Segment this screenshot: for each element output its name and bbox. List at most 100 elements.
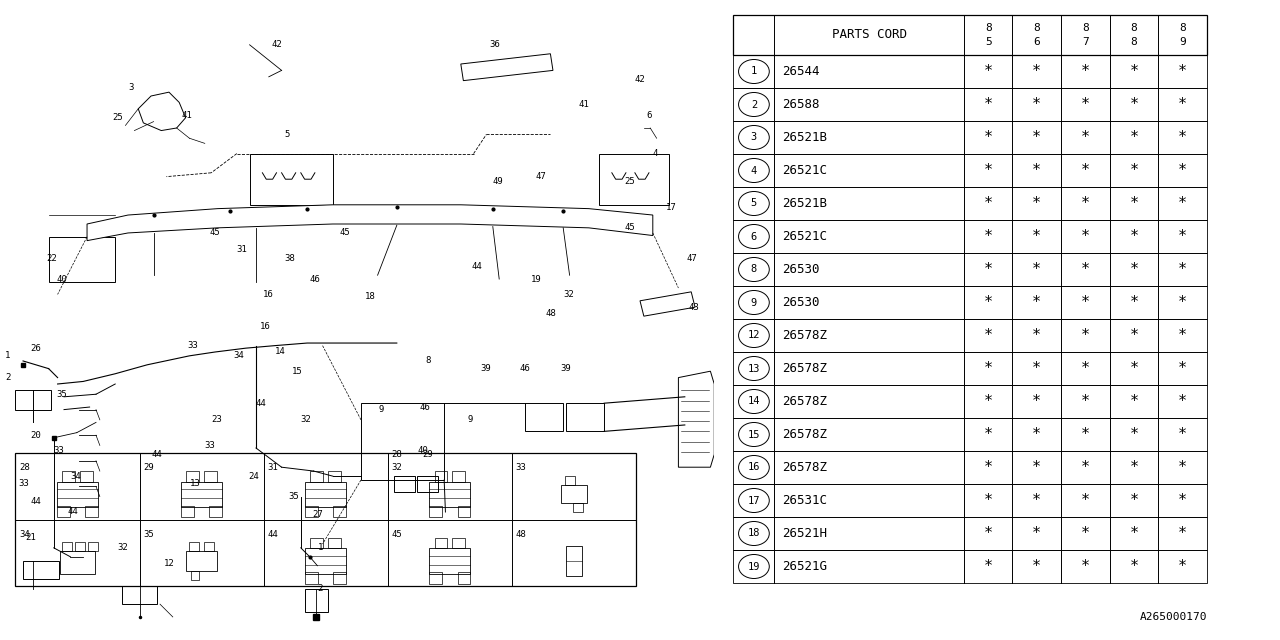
Text: 15: 15	[748, 429, 760, 440]
Bar	[87, 541, 99, 550]
Text: 40: 40	[417, 446, 428, 455]
Bar	[361, 403, 444, 480]
Polygon shape	[678, 371, 714, 467]
Text: *: *	[1129, 163, 1139, 178]
Text: 8: 8	[751, 264, 756, 275]
Bar	[79, 471, 92, 481]
Bar	[61, 471, 74, 481]
Bar	[210, 506, 223, 517]
Text: 24: 24	[248, 472, 259, 481]
Circle shape	[739, 291, 769, 314]
Text: 45: 45	[210, 228, 220, 237]
Bar	[182, 481, 223, 507]
Text: *: *	[1129, 394, 1139, 409]
Text: 8: 8	[984, 23, 992, 33]
Bar	[61, 541, 72, 550]
Text: *: *	[1129, 559, 1139, 574]
Text: *: *	[1032, 493, 1042, 508]
Text: *: *	[1129, 97, 1139, 112]
Text: PARTS CORD: PARTS CORD	[832, 29, 906, 42]
Text: 44: 44	[268, 530, 278, 539]
Text: *: *	[1129, 427, 1139, 442]
Bar	[58, 481, 99, 507]
Text: *: *	[1178, 196, 1188, 211]
Text: *: *	[983, 493, 993, 508]
Bar	[74, 541, 84, 550]
Text: *: *	[1129, 328, 1139, 343]
Bar	[430, 481, 471, 507]
Text: *: *	[1080, 361, 1091, 376]
Text: *: *	[1080, 97, 1091, 112]
Bar	[23, 561, 59, 579]
Text: *: *	[1080, 163, 1091, 178]
Text: 15: 15	[292, 367, 302, 376]
Text: *: *	[1178, 64, 1188, 79]
Text: 36: 36	[489, 40, 499, 49]
Text: *: *	[1080, 196, 1091, 211]
Bar	[733, 253, 1207, 286]
Bar	[733, 319, 1207, 352]
Text: *: *	[1032, 229, 1042, 244]
Text: *: *	[1080, 559, 1091, 574]
Text: 48: 48	[545, 309, 556, 318]
Text: 38: 38	[284, 254, 294, 263]
Circle shape	[739, 257, 769, 282]
Text: *: *	[1080, 130, 1091, 145]
Text: 3: 3	[751, 132, 756, 143]
Text: 8: 8	[1130, 23, 1138, 33]
Text: *: *	[1032, 97, 1042, 112]
Text: 4: 4	[653, 149, 658, 158]
Bar	[733, 352, 1207, 385]
Bar	[49, 237, 115, 282]
Bar	[311, 471, 324, 481]
Circle shape	[739, 456, 769, 479]
Text: 25: 25	[113, 113, 123, 122]
Text: 19: 19	[748, 561, 760, 572]
Text: *: *	[1129, 196, 1139, 211]
Text: *: *	[1178, 295, 1188, 310]
Text: *: *	[983, 196, 993, 211]
Bar	[306, 548, 346, 573]
Text: 34: 34	[233, 351, 243, 360]
Text: *: *	[1032, 526, 1042, 541]
Text: *: *	[1032, 262, 1042, 277]
Text: *: *	[983, 361, 993, 376]
Bar	[599, 154, 669, 205]
Bar	[189, 541, 200, 550]
Text: 32: 32	[118, 543, 128, 552]
Text: *: *	[1080, 427, 1091, 442]
Circle shape	[739, 60, 769, 83]
Text: A265000170: A265000170	[1139, 612, 1207, 622]
Text: 16: 16	[260, 322, 270, 331]
Text: 4: 4	[751, 166, 756, 175]
Text: 26521B: 26521B	[782, 131, 827, 144]
Text: 26531C: 26531C	[782, 494, 827, 507]
Text: *: *	[1178, 229, 1188, 244]
Text: 28: 28	[19, 463, 29, 472]
Text: *: *	[1129, 130, 1139, 145]
Text: 26521H: 26521H	[782, 527, 827, 540]
Text: 46: 46	[420, 403, 430, 412]
Bar	[435, 538, 448, 548]
Bar	[733, 154, 1207, 187]
Bar	[733, 220, 1207, 253]
Text: 40: 40	[56, 275, 67, 284]
Text: 14: 14	[275, 348, 285, 356]
Text: 33: 33	[205, 441, 215, 450]
Text: 34: 34	[19, 530, 29, 539]
Text: 33: 33	[18, 479, 28, 488]
Text: 45: 45	[339, 228, 349, 237]
Bar	[435, 471, 448, 481]
Text: 2: 2	[751, 99, 756, 109]
Text: *: *	[1178, 361, 1188, 376]
Bar	[453, 538, 466, 548]
Text: 46: 46	[520, 364, 530, 373]
Text: 42: 42	[635, 75, 645, 84]
Text: 32: 32	[301, 415, 311, 424]
Text: 8: 8	[425, 356, 430, 365]
Text: *: *	[1032, 130, 1042, 145]
Bar	[182, 506, 195, 517]
Circle shape	[739, 323, 769, 348]
Circle shape	[739, 356, 769, 381]
Bar	[333, 572, 346, 584]
